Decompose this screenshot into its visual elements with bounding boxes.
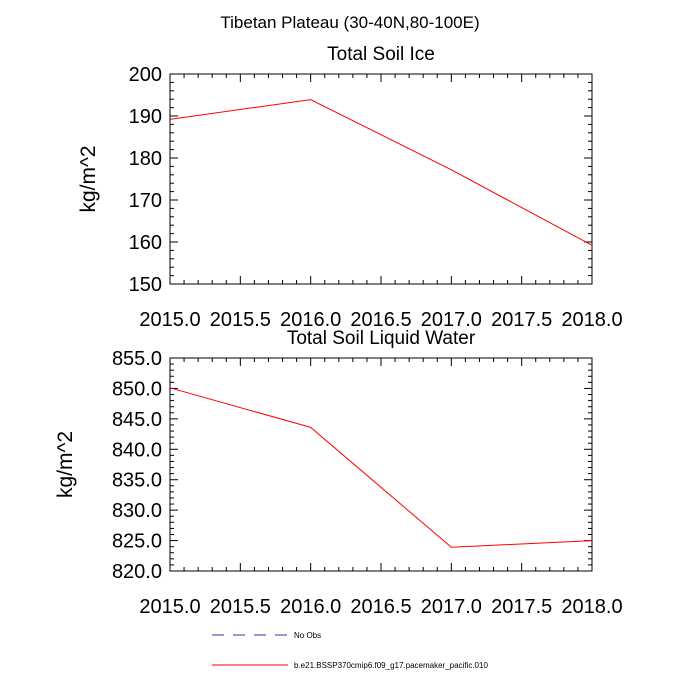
- x-tick-label: 2015.5: [210, 309, 271, 331]
- plot-frame: [169, 357, 593, 572]
- y-tick-label: 845.0: [112, 409, 162, 431]
- y-axis-label: kg/m^2: [54, 431, 77, 498]
- y-tick-label: 830.0: [112, 500, 162, 522]
- x-tick-label: 2018.0: [561, 596, 622, 618]
- x-tick-label: 2017.5: [491, 309, 552, 331]
- panel-title: Total Soil Liquid Water: [287, 328, 476, 349]
- x-tick-label: 2017.0: [421, 596, 482, 618]
- legend-entry-2: b.e21.BSSP370cmip6.f09_g17.pacemaker_pac…: [212, 661, 488, 670]
- y-tick-label: 170: [129, 190, 162, 212]
- y-tick-label: 850.0: [112, 378, 162, 400]
- y-tick-label: 180: [129, 148, 162, 170]
- x-tick-label: 2015.0: [139, 309, 200, 331]
- y-tick-label: 160: [129, 232, 162, 254]
- series-line-1: [169, 387, 593, 548]
- x-tick-label: 2015.0: [139, 596, 200, 618]
- y-tick-label: 825.0: [112, 531, 162, 553]
- y-tick-label: 855.0: [112, 348, 162, 370]
- legend-entry-1: No Obs: [212, 631, 321, 640]
- y-tick-label: 150: [129, 274, 162, 296]
- x-tick-label: 2016.5: [350, 309, 411, 331]
- chart-panels: Total Soil Ice kg/m^2 150 160 170 180 190 200 20…: [54, 44, 623, 618]
- y-tick-label: 840.0: [112, 439, 162, 461]
- panel-title: Total Soil Ice: [327, 44, 435, 65]
- x-tick-label: 2015.5: [210, 596, 271, 618]
- plot-frame: [169, 73, 593, 285]
- y-tick-label: 820.0: [112, 561, 162, 583]
- x-tick-label: 2016.0: [280, 309, 341, 331]
- series-line-1: [169, 99, 593, 246]
- x-tick-label: 2018.0: [561, 309, 622, 331]
- legend-label: b.e21.BSSP370cmip6.f09_g17.pacemaker_pac…: [294, 661, 488, 670]
- x-tick-label: 2017.5: [491, 596, 552, 618]
- chart-panel-1: Total Soil Ice kg/m^2 150 160 170 180 190 200 20…: [77, 44, 623, 331]
- x-tick-label: 2017.0: [421, 309, 482, 331]
- legend: No Obs b.e21.BSSP370cmip6.f09_g17.pacemak…: [212, 631, 488, 670]
- x-tick-label: 2016.0: [280, 596, 341, 618]
- y-axis-label: kg/m^2: [77, 145, 100, 212]
- legend-label: No Obs: [294, 631, 321, 640]
- y-tick-label: 190: [129, 106, 162, 128]
- x-tick-label: 2016.5: [350, 596, 411, 618]
- figure-title: Tibetan Plateau (30-40N,80-100E): [220, 13, 479, 32]
- chart-panel-2: Total Soil Liquid Water kg/m^2 820.0 825.0 8…: [54, 328, 623, 618]
- y-tick-label: 835.0: [112, 470, 162, 492]
- y-tick-label: 200: [129, 64, 162, 86]
